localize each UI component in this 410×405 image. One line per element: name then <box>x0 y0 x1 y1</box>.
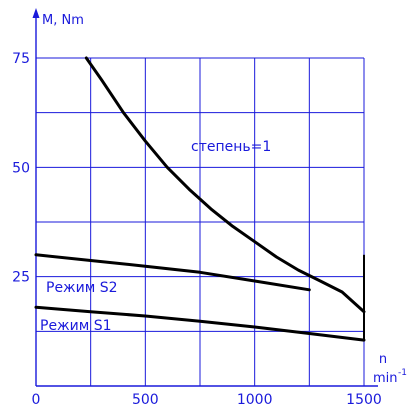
x-axis-label-n: n <box>379 352 387 367</box>
series-line-2 <box>34 253 311 292</box>
series-line-3 <box>34 305 366 342</box>
y-axis-arrow-icon <box>32 8 40 18</box>
x-axis-label-exponent: -1 <box>398 368 407 378</box>
chart-grid <box>36 57 365 386</box>
y-tick-label: 75 <box>12 51 30 67</box>
x-tick-label: 0 <box>32 392 41 405</box>
annotation-mode-s1: Режим S1 <box>40 318 112 334</box>
chart-axes <box>32 8 378 387</box>
x-tick-label: 1500 <box>346 392 382 405</box>
annotation-mode-s2: Режим S2 <box>46 280 118 296</box>
y-tick-label: 50 <box>12 160 30 176</box>
y-axis-label: M, Nm <box>42 13 84 28</box>
x-tick-label: 500 <box>132 392 159 405</box>
chart-curves <box>34 56 366 342</box>
x-tick-label: 1000 <box>237 392 273 405</box>
chart-labels: 0 500 1000 1500 25 50 75 M, Nm n min -1 степень=1 Ре… <box>12 13 407 405</box>
series-line-1 <box>84 56 366 314</box>
annotation-ratio: степень=1 <box>191 139 271 155</box>
x-axis-label-unit: min <box>373 371 398 386</box>
y-tick-label: 25 <box>12 270 30 286</box>
